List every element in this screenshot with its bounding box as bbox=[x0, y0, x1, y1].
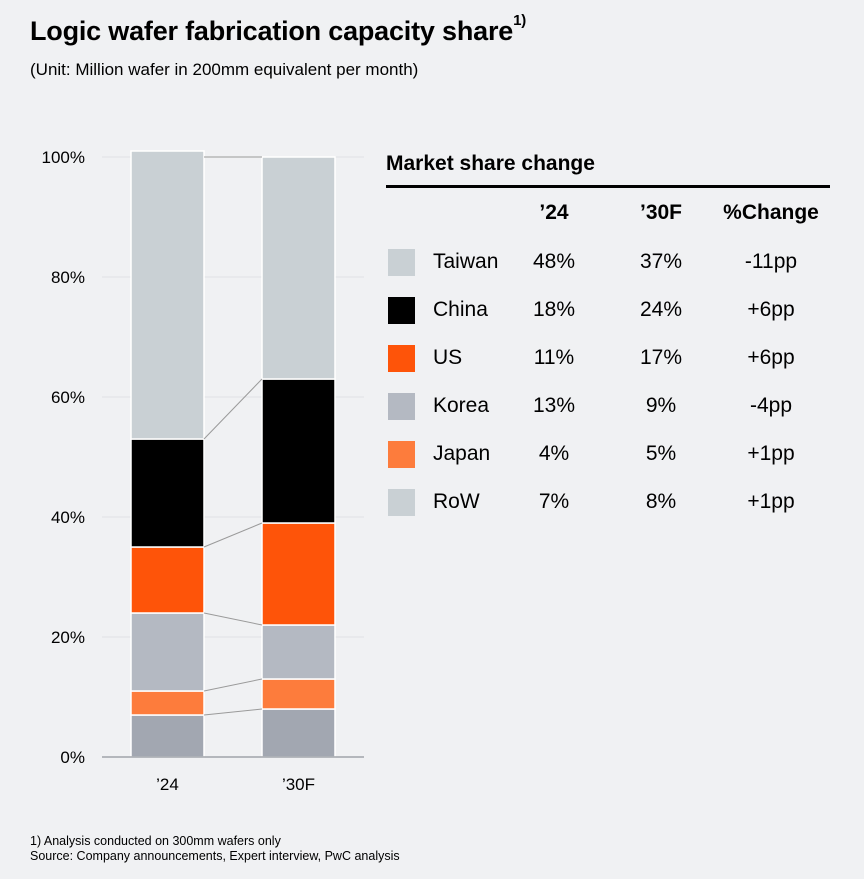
page-title: Logic wafer fabrication capacity share1) bbox=[30, 12, 526, 47]
value-24: 7% bbox=[538, 490, 570, 513]
bar-segment-us-1 bbox=[261, 522, 336, 626]
footnotes: 1) Analysis conducted on 300mm wafers on… bbox=[30, 834, 400, 864]
connector-line bbox=[203, 378, 263, 440]
stacked-bar-chart: 0% 20% 40% 60% 80% 100% ’24 ’30F bbox=[42, 148, 364, 794]
value-30f: 17% bbox=[639, 346, 683, 369]
legend-swatch bbox=[388, 297, 415, 324]
bar-segment-row-0 bbox=[130, 714, 205, 758]
header-24: ’24 bbox=[539, 201, 569, 224]
value-change: -4pp bbox=[749, 394, 793, 417]
value-change: +6pp bbox=[747, 298, 795, 321]
legend-row-china: China 18% 24% +6pp bbox=[386, 286, 830, 334]
value-24: 11% bbox=[533, 346, 575, 369]
country-name: US bbox=[433, 346, 463, 369]
x-tick-label: ’24 bbox=[156, 775, 179, 794]
bar-segment-taiwan-1 bbox=[261, 156, 336, 380]
market-share-table: Market share change ’24 ’30F %Change Tai… bbox=[386, 148, 830, 526]
value-change: +6pp bbox=[747, 346, 795, 369]
title-footnote-marker: 1) bbox=[513, 12, 527, 29]
bar-segment-taiwan-0 bbox=[130, 150, 205, 440]
y-tick-label: 40% bbox=[51, 508, 85, 527]
country-name: RoW bbox=[433, 490, 480, 513]
value-change: +1pp bbox=[747, 442, 795, 465]
footnote-note: 1) Analysis conducted on 300mm wafers on… bbox=[30, 834, 281, 848]
bar-segment-japan-1 bbox=[261, 678, 336, 710]
value-change: +1pp bbox=[747, 490, 795, 513]
bar-segment-china-1 bbox=[261, 378, 336, 524]
bar-segment-row-1 bbox=[261, 708, 336, 758]
bar-segment-japan-0 bbox=[130, 690, 205, 716]
legend-swatch bbox=[388, 441, 415, 468]
bar-segment-korea-0 bbox=[130, 612, 205, 692]
legend-swatch bbox=[388, 393, 415, 420]
connector-line bbox=[203, 708, 263, 716]
header-30f: ’30F bbox=[639, 201, 683, 224]
legend-row-us: US 11% 17% +6pp bbox=[386, 334, 830, 382]
y-tick-label: 60% bbox=[51, 388, 85, 407]
connector-line bbox=[203, 612, 263, 626]
header-change: %Change bbox=[723, 201, 819, 224]
legend-swatch bbox=[388, 249, 415, 276]
title-text: Logic wafer fabrication capacity share bbox=[30, 16, 514, 46]
value-30f: 8% bbox=[645, 490, 677, 513]
y-tick-label: 80% bbox=[51, 268, 85, 287]
legend-divider bbox=[386, 185, 830, 188]
value-change: -11pp bbox=[744, 250, 798, 273]
value-30f: 24% bbox=[639, 298, 683, 321]
y-tick-label: 0% bbox=[60, 748, 85, 767]
connector-line bbox=[203, 522, 263, 548]
legend-row-taiwan: Taiwan 48% 37% -11pp bbox=[386, 238, 830, 286]
bar-segment-us-0 bbox=[130, 546, 205, 614]
x-tick-label: ’30F bbox=[282, 775, 315, 794]
legend-swatch bbox=[388, 489, 415, 516]
legend-row-row: RoW 7% 8% +1pp bbox=[386, 478, 830, 526]
country-name: Taiwan bbox=[433, 250, 499, 273]
value-24: 13% bbox=[532, 394, 576, 417]
footnote-source: Source: Company announcements, Expert in… bbox=[30, 849, 400, 863]
connector-line bbox=[203, 678, 263, 692]
y-tick-label: 20% bbox=[51, 628, 85, 647]
value-24: 48% bbox=[532, 250, 576, 273]
value-24: 4% bbox=[538, 442, 570, 465]
legend-row-korea: Korea 13% 9% -4pp bbox=[386, 382, 830, 430]
value-24: 18% bbox=[532, 298, 576, 321]
value-30f: 37% bbox=[639, 250, 683, 273]
country-name: Japan bbox=[433, 442, 491, 465]
country-name: China bbox=[433, 298, 488, 321]
legend-title: Market share change bbox=[386, 152, 595, 175]
y-tick-label: 100% bbox=[42, 148, 85, 167]
bar-segment-china-0 bbox=[130, 438, 205, 548]
country-name: Korea bbox=[433, 394, 490, 417]
bar-segment-korea-1 bbox=[261, 624, 336, 680]
legend-header-row: ’24 ’30F %Change bbox=[386, 188, 830, 238]
legend-row-japan: Japan 4% 5% +1pp bbox=[386, 430, 830, 478]
value-30f: 5% bbox=[645, 442, 677, 465]
legend-swatch bbox=[388, 345, 415, 372]
subtitle: (Unit: Million wafer in 200mm equivalent… bbox=[30, 60, 419, 79]
value-30f: 9% bbox=[645, 394, 677, 417]
